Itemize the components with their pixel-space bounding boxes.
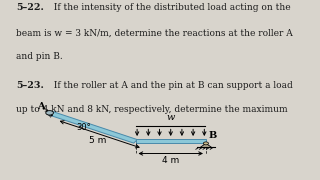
Text: 5–22.: 5–22. bbox=[16, 3, 44, 12]
Text: 5 m: 5 m bbox=[90, 136, 107, 145]
Text: If the intensity of the distributed load acting on the: If the intensity of the distributed load… bbox=[48, 3, 291, 12]
Text: 30°: 30° bbox=[76, 123, 91, 132]
Polygon shape bbox=[48, 111, 137, 143]
Polygon shape bbox=[135, 139, 206, 143]
Text: up to 4 kN and 8 kN, respectively, determine the maximum: up to 4 kN and 8 kN, respectively, deter… bbox=[16, 105, 287, 114]
Text: A: A bbox=[37, 102, 44, 111]
Text: and pin B.: and pin B. bbox=[16, 52, 63, 61]
Text: 5–23.: 5–23. bbox=[16, 81, 44, 90]
Text: B: B bbox=[209, 131, 217, 140]
Text: If the roller at A and the pin at B can support a load: If the roller at A and the pin at B can … bbox=[48, 81, 293, 90]
Text: 4 m: 4 m bbox=[162, 156, 179, 165]
Circle shape bbox=[46, 111, 53, 115]
Text: beam is w = 3 kN/m, determine the reactions at the roller A: beam is w = 3 kN/m, determine the reacti… bbox=[16, 28, 292, 37]
Polygon shape bbox=[200, 143, 212, 147]
Circle shape bbox=[203, 142, 208, 145]
Text: w: w bbox=[166, 113, 175, 122]
